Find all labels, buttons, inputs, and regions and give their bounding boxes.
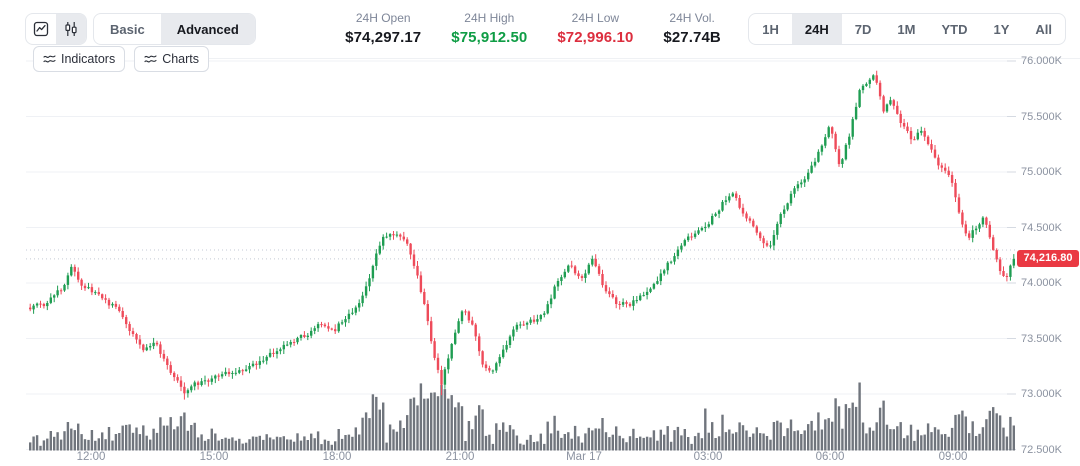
range-1h-button[interactable]: 1H (762, 21, 779, 37)
header-divider (166, 58, 1080, 59)
stat-low-label: 24H Low (571, 11, 620, 25)
range-24h-button[interactable]: 24H (791, 14, 842, 44)
time-axis-label: 09:00 (938, 451, 968, 463)
volume-bars (29, 382, 1015, 451)
range-1m-button[interactable]: 1M (897, 21, 916, 37)
price-axis-label: 72.500K (1021, 444, 1062, 456)
time-axis-label: 03:00 (693, 451, 723, 463)
stat-open-label: 24H Open (355, 11, 411, 25)
time-axis-label: 18:00 (322, 451, 352, 463)
mode-advanced-tab[interactable]: Advanced (160, 14, 255, 44)
range-1y-button[interactable]: 1Y (993, 21, 1010, 37)
range-ytd-button[interactable]: YTD (941, 21, 968, 37)
line-chart-icon (33, 21, 49, 37)
range-7d-button[interactable]: 7D (854, 21, 872, 37)
time-axis-label: 12:00 (76, 451, 106, 463)
charts-button-label: Charts (162, 52, 200, 66)
stat-open: 24H Open $74,297.17 (345, 11, 421, 46)
charts-button[interactable]: Charts (134, 46, 210, 72)
indicators-button-label: Indicators (61, 52, 116, 66)
price-axis-label: 74.000K (1021, 277, 1062, 289)
stat-volume: 24H Vol. $27.74B (663, 11, 720, 46)
range-all-button[interactable]: All (1035, 21, 1052, 37)
line-chart-button[interactable] (26, 14, 56, 44)
time-axis-label: 15:00 (199, 451, 229, 463)
chart-type-toggle (25, 13, 87, 45)
stat-volume-label: 24H Vol. (669, 11, 715, 25)
price-axis-label: 75.000K (1021, 166, 1062, 178)
stat-high-label: 24H High (464, 11, 515, 25)
stat-high-value: $75,912.50 (451, 29, 528, 46)
price-axis-label: 73.000K (1021, 388, 1062, 400)
mode-toggle: Basic Advanced (93, 13, 256, 45)
price-axis-label: 75.500K (1021, 111, 1062, 123)
price-axis-label: 76.000K (1021, 55, 1062, 67)
stat-open-value: $74,297.17 (345, 29, 422, 46)
candlestick-chart-button[interactable] (56, 14, 86, 44)
time-axis-label: Mar 17 (566, 451, 602, 463)
price-axis-label: 73.500K (1021, 333, 1062, 345)
last-price-badge: 74,216.80 (1017, 250, 1079, 267)
range-selector: 1H 24H 7D 1M YTD 1Y All (748, 13, 1066, 45)
time-axis-label: 21:00 (445, 451, 475, 463)
wave-icon (144, 53, 157, 65)
stat-low-value: $72,996.10 (557, 29, 634, 46)
stat-high: 24H High $75,912.50 (451, 11, 527, 46)
tools-row: Indicators Charts (33, 46, 210, 72)
stats-row: 24H Open $74,297.17 24H High $75,912.50 … (345, 11, 721, 46)
candlestick-chart-icon (63, 21, 79, 37)
stat-volume-value: $27.74B (663, 29, 721, 46)
wave-icon (43, 53, 56, 65)
stat-low: 24H Low $72,996.10 (557, 11, 633, 46)
mode-basic-tab[interactable]: Basic (110, 21, 145, 37)
indicators-button[interactable]: Indicators (33, 46, 126, 72)
time-axis-label: 06:00 (815, 451, 845, 463)
price-axis-label: 74.500K (1021, 222, 1062, 234)
candles-layer (29, 70, 1015, 400)
